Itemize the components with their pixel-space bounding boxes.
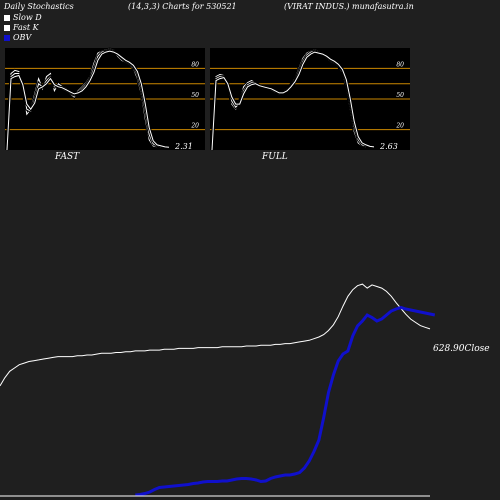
legend-item-fast-k: Fast K [4,23,39,32]
full-tick-label: 80 [396,61,404,68]
fast-last-value: 2.31 [174,142,193,151]
legend-label-slow-d: Slow D [13,13,42,22]
legend-swatch-obv [4,34,10,41]
legend-label-fast-k: Fast K [13,23,39,32]
price-line [0,283,431,387]
legend-item-slow-d: Slow D [4,13,42,22]
company-label: (VIRAT INDUS.) munafasutra.in [284,2,414,11]
fast-tick-label: 80 [191,61,199,68]
legend-item-obv: OBV [4,33,31,42]
close-value-label: 628.90Close [433,344,490,354]
chart-params: (14,3,3) Charts for 530521 [128,2,237,11]
panel-label-fast: FAST [55,152,80,162]
full-last-value: 2.63 [379,142,398,151]
legend-label-obv: OBV [13,33,32,42]
obv-line [135,305,436,497]
fast-tick-label: 20 [190,123,199,130]
full-tick-label: 20 [395,123,404,130]
legend-swatch-slow-d [4,14,10,21]
fast-series-line [6,50,170,151]
panel-label-full: FULL [262,152,288,162]
full-series-line [211,51,375,151]
legend-swatch-fast-k [4,24,10,31]
fast-tick-label: 50 [191,92,199,99]
full-tick-label: 50 [396,92,404,99]
chart-title: Daily Stochastics [4,2,74,11]
